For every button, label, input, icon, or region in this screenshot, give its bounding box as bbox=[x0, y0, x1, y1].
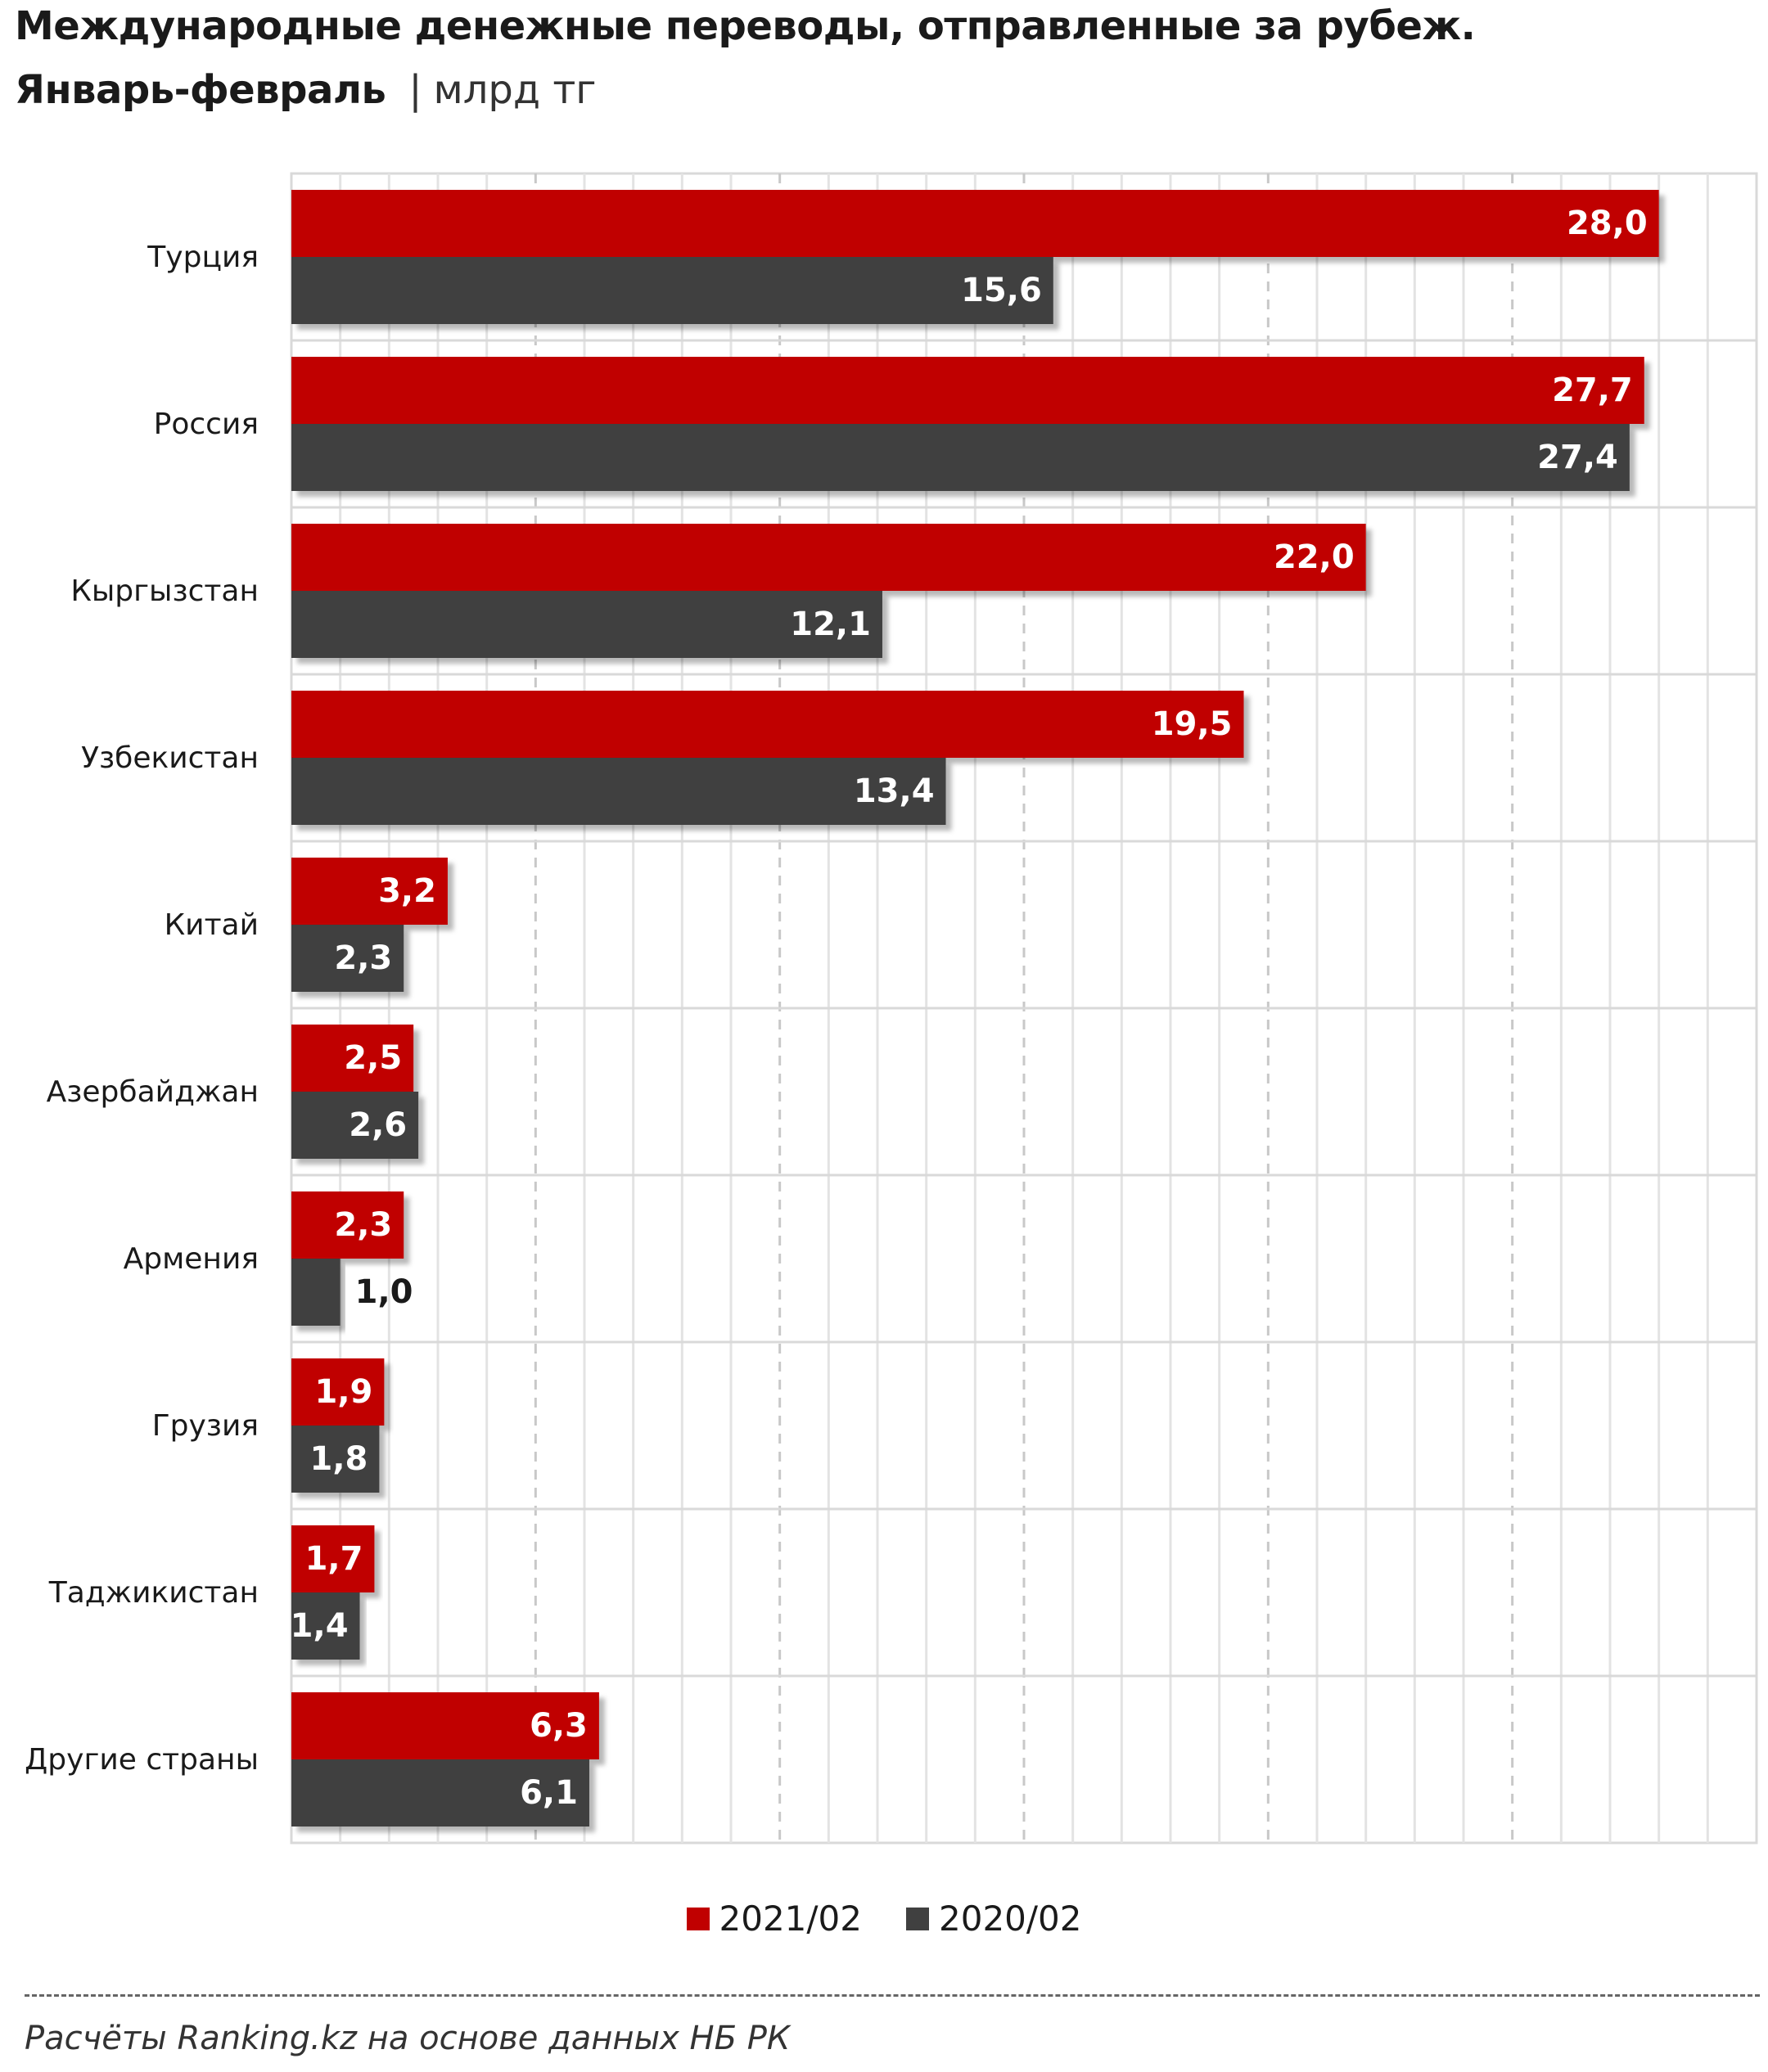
bar-chart: Турция 28,0 15,6 Россия 27,7 27,4 Кыргызстан 22… bbox=[25, 172, 1758, 1845]
data-label: 27,4 bbox=[1537, 439, 1618, 476]
bar-2021 bbox=[291, 357, 1644, 424]
bar-2020 bbox=[291, 758, 946, 825]
data-label: 2,3 bbox=[334, 939, 392, 977]
data-label: 13,4 bbox=[854, 772, 935, 810]
category-label: Узбекистан bbox=[81, 741, 259, 775]
legend-item-2020: 2020/02 bbox=[906, 1899, 1081, 1939]
data-label: 12,1 bbox=[790, 606, 871, 643]
data-label: 1,9 bbox=[315, 1373, 373, 1411]
subtitle-unit: млрд тг bbox=[433, 67, 597, 113]
data-label: 2,3 bbox=[334, 1206, 392, 1244]
category-label: Турция bbox=[147, 241, 259, 274]
subtitle-separator: | bbox=[408, 67, 422, 113]
data-label: 19,5 bbox=[1152, 705, 1233, 743]
bar-2020 bbox=[291, 257, 1053, 324]
data-label: 2,6 bbox=[349, 1106, 407, 1144]
category-label: Кыргызстан bbox=[70, 574, 259, 608]
data-label: 3,2 bbox=[378, 872, 436, 910]
bar-2021 bbox=[291, 691, 1244, 758]
legend-label-2021: 2021/02 bbox=[719, 1899, 862, 1939]
bar-2020 bbox=[291, 1259, 341, 1326]
data-label: 27,7 bbox=[1552, 372, 1633, 409]
bar-2021 bbox=[291, 1692, 599, 1759]
bar-2020 bbox=[291, 1592, 360, 1660]
data-label: 2,5 bbox=[344, 1039, 402, 1077]
data-label: 1,0 bbox=[355, 1273, 413, 1311]
chart-subtitle: Январь-февраль | млрд тг bbox=[15, 67, 597, 113]
data-label: 28,0 bbox=[1567, 205, 1648, 242]
source-note: Расчёты Ranking.kz на основе данных НБ Р… bbox=[25, 2020, 791, 2057]
bar-2020 bbox=[291, 591, 882, 658]
category-label: Азербайджан bbox=[47, 1075, 259, 1109]
labels: Турция 28,0 15,6 Россия 27,7 27,4 Кыргызстан 22… bbox=[25, 205, 1647, 1812]
data-label: 22,0 bbox=[1274, 538, 1355, 576]
bars bbox=[291, 190, 1659, 1827]
category-label: Грузия bbox=[152, 1409, 259, 1443]
footer-divider bbox=[25, 1994, 1760, 1997]
category-label: Другие страны bbox=[25, 1743, 259, 1777]
bar-2021 bbox=[291, 1191, 404, 1259]
data-label: 6,1 bbox=[520, 1774, 578, 1812]
bar-2020 bbox=[291, 1092, 419, 1159]
legend-swatch-2020 bbox=[906, 1907, 929, 1930]
bar-2020 bbox=[291, 925, 404, 992]
data-label: 1,7 bbox=[305, 1540, 363, 1578]
data-label: 15,6 bbox=[961, 272, 1042, 309]
bar-2021 bbox=[291, 1525, 375, 1592]
data-label: 1,4 bbox=[291, 1607, 349, 1645]
legend-item-2021: 2021/02 bbox=[686, 1899, 862, 1939]
category-label: Таджикистан bbox=[48, 1576, 259, 1610]
bar-2020 bbox=[291, 1759, 589, 1827]
category-label: Армения bbox=[124, 1242, 259, 1276]
category-label: Китай bbox=[165, 908, 259, 942]
data-label: 6,3 bbox=[530, 1707, 588, 1745]
bar-2021 bbox=[291, 190, 1659, 257]
bar-2021 bbox=[291, 1025, 414, 1092]
legend: 2021/02 2020/02 bbox=[0, 1899, 1768, 1939]
subtitle-period: Январь-февраль bbox=[15, 67, 386, 113]
bar-2020 bbox=[291, 424, 1630, 491]
chart-title: Международные денежные переводы, отправл… bbox=[15, 3, 1476, 49]
data-label: 1,8 bbox=[310, 1440, 368, 1478]
bar-2021 bbox=[291, 524, 1366, 591]
bar-2020 bbox=[291, 1426, 380, 1493]
bar-2021 bbox=[291, 858, 448, 925]
legend-swatch-2021 bbox=[686, 1907, 710, 1930]
category-label: Россия bbox=[154, 408, 259, 441]
legend-label-2020: 2020/02 bbox=[939, 1899, 1082, 1939]
bar-2021 bbox=[291, 1358, 385, 1426]
